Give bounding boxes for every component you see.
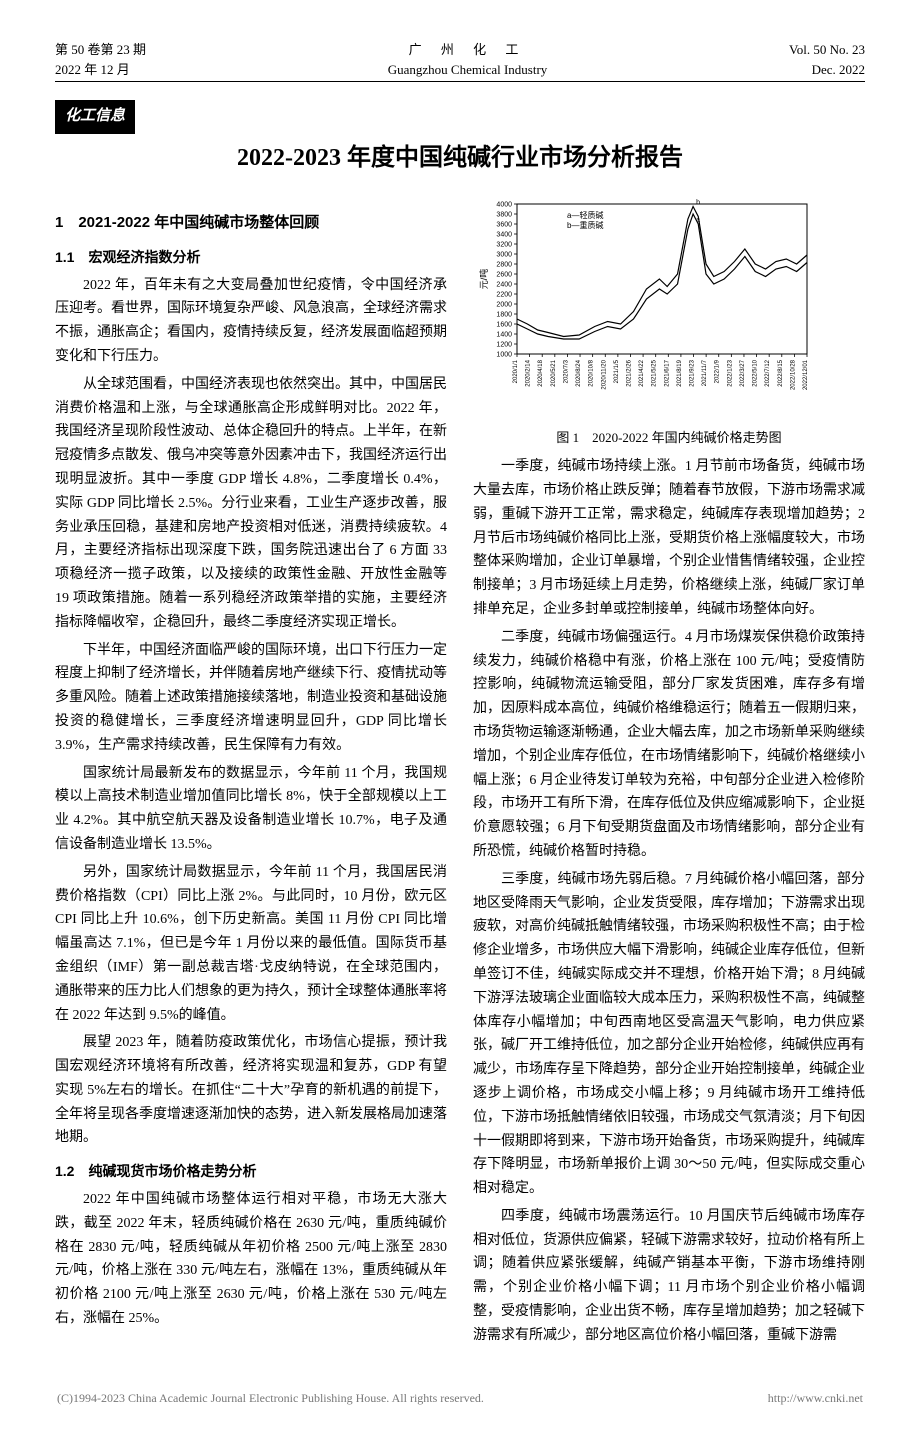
para: 一季度，纯碱市场持续上涨。1 月节前市场备货，纯碱市场大量去库，市场价格止跌反弹… (473, 455, 865, 622)
svg-text:2020/2/14: 2020/2/14 (526, 360, 532, 387)
para: 三季度，纯碱市场先弱后稳。7 月纯碱价格小幅回落，部分地区受降雨天气影响，企业发… (473, 868, 865, 1201)
svg-text:2020/10/8: 2020/10/8 (589, 360, 595, 387)
para: 二季度，纯碱市场偏强运行。4 月市场煤炭保供稳价政策持续发力，纯碱价格稳中有涨，… (473, 626, 865, 864)
svg-text:2021/9/23: 2021/9/23 (690, 360, 696, 387)
svg-text:2800: 2800 (496, 262, 512, 269)
svg-text:3000: 3000 (496, 252, 512, 259)
two-column-layout: 1 2021-2022 年中国纯碱市场整体回顾 1.1 宏观经济指数分析 202… (55, 196, 865, 1351)
svg-text:2022/12/01: 2022/12/01 (803, 360, 809, 391)
section-1-2-heading: 1.2 纯碱现货市场价格走势分析 (55, 1160, 447, 1184)
svg-text:元/吨: 元/吨 (478, 269, 489, 290)
svg-text:2021/2/26: 2021/2/26 (626, 360, 632, 387)
svg-text:a—轻质碱: a—轻质碱 (567, 210, 603, 220)
svg-text:2020/4/18: 2020/4/18 (538, 360, 544, 387)
svg-text:4000: 4000 (496, 202, 512, 209)
para: 从全球范围看，中国经济表现也依然突出。其中，中国居民消费价格温和上涨，与全球通胀… (55, 373, 447, 635)
svg-text:1800: 1800 (496, 312, 512, 319)
svg-text:2020/5/21: 2020/5/21 (551, 360, 557, 387)
svg-text:2000: 2000 (496, 302, 512, 309)
svg-text:2021/4/22: 2021/4/22 (639, 360, 645, 387)
svg-text:2022/7/12: 2022/7/12 (765, 360, 771, 387)
date-en: Dec. 2022 (789, 60, 865, 80)
svg-text:2022/1/9: 2022/1/9 (715, 360, 721, 384)
svg-text:2020/11/20: 2020/11/20 (601, 360, 607, 390)
svg-text:3400: 3400 (496, 232, 512, 239)
svg-text:2022/8/15: 2022/8/15 (778, 360, 784, 387)
svg-text:2022/5/10: 2022/5/10 (753, 360, 759, 387)
issue-date: 2022 年 12 月 (55, 60, 146, 80)
right-column: 1000 1200 1400 1600 1800 2000 2200 2400 2600 2800… (473, 196, 865, 1351)
para: 四季度，纯碱市场震荡运行。10 月国庆节后纯碱市场库存相对低位，货源供应偏紧，轻… (473, 1205, 865, 1348)
svg-text:1400: 1400 (496, 332, 512, 339)
svg-text:1200: 1200 (496, 342, 512, 349)
svg-text:2021/6/17: 2021/6/17 (664, 360, 670, 387)
para: 另外，国家统计局数据显示，今年前 11 个月，我国居民消费价格指数（CPI）同比… (55, 861, 447, 1028)
svg-text:3200: 3200 (496, 242, 512, 249)
para: 国家统计局最新发布的数据显示，今年前 11 个月，我国规模以上高技术制造业增加值… (55, 762, 447, 857)
article-title: 2022-2023 年度中国纯碱行业市场分析报告 (55, 138, 865, 179)
svg-text:a: a (696, 217, 700, 224)
volume-issue: 第 50 卷第 23 期 (55, 40, 146, 60)
svg-text:2600: 2600 (496, 272, 512, 279)
svg-text:1000: 1000 (496, 352, 512, 359)
svg-text:3800: 3800 (496, 212, 512, 219)
svg-text:2021/5/25: 2021/5/25 (652, 360, 658, 387)
volume-en: Vol. 50 No. 23 (789, 40, 865, 60)
page-header: 第 50 卷第 23 期 2022 年 12 月 广 州 化 工 Guangzh… (55, 40, 865, 82)
header-left: 第 50 卷第 23 期 2022 年 12 月 (55, 40, 146, 79)
journal-name-cn: 广 州 化 工 (388, 40, 548, 60)
para: 展望 2023 年，随着防疫政策优化，市场信心提振，预计我国宏观经济环境将有所改… (55, 1031, 447, 1150)
header-right: Vol. 50 No. 23 Dec. 2022 (789, 40, 865, 79)
svg-text:2022/1/23: 2022/1/23 (727, 360, 733, 387)
left-column: 1 2021-2022 年中国纯碱市场整体回顾 1.1 宏观经济指数分析 202… (55, 196, 447, 1351)
svg-text:b: b (696, 200, 700, 207)
svg-text:2021/8/19: 2021/8/19 (677, 360, 683, 387)
svg-text:1600: 1600 (496, 322, 512, 329)
svg-text:2021/11/7: 2021/11/7 (702, 360, 708, 387)
category-tag: 化工信息 (55, 100, 135, 134)
svg-text:2200: 2200 (496, 292, 512, 299)
chart-svg: 1000 1200 1400 1600 1800 2000 2200 2400 2600 2800… (473, 196, 853, 416)
para: 下半年，中国经济面临严峻的国际环境，出口下行压力一定程度上抑制了经济增长，并伴随… (55, 639, 447, 758)
para: 2022 年中国纯碱市场整体运行相对平稳，市场无大涨大跌，截至 2022 年末，… (55, 1188, 447, 1331)
section-1-heading: 1 2021-2022 年中国纯碱市场整体回顾 (55, 210, 447, 236)
svg-text:b—重质碱: b—重质碱 (567, 220, 603, 230)
page-footer: (C)1994-2023 China Academic Journal Elec… (55, 1388, 865, 1408)
price-trend-chart: 1000 1200 1400 1600 1800 2000 2200 2400 2600 2800… (473, 196, 865, 449)
svg-text:2022/3/27: 2022/3/27 (740, 360, 746, 387)
copyright-text: (C)1994-2023 China Academic Journal Elec… (57, 1388, 484, 1408)
header-center: 广 州 化 工 Guangzhou Chemical Industry (388, 40, 548, 79)
chart-caption: 图 1 2020-2022 年国内纯碱价格走势图 (473, 427, 865, 449)
svg-text:3600: 3600 (496, 222, 512, 229)
journal-name-en: Guangzhou Chemical Industry (388, 60, 548, 80)
svg-text:2400: 2400 (496, 282, 512, 289)
svg-text:2022/10/28: 2022/10/28 (790, 360, 796, 391)
svg-text:2020/7/3: 2020/7/3 (563, 360, 569, 384)
svg-text:2020/1/1: 2020/1/1 (513, 360, 519, 384)
footer-url: http://www.cnki.net (768, 1388, 863, 1408)
category-tag-wrap: 化工信息 (55, 100, 865, 138)
section-1-1-heading: 1.1 宏观经济指数分析 (55, 246, 447, 270)
para: 2022 年，百年未有之大变局叠加世纪疫情，令中国经济承压迎考。看世界，国际环境… (55, 274, 447, 369)
svg-text:2020/8/24: 2020/8/24 (576, 360, 582, 387)
svg-text:2021/1/5: 2021/1/5 (614, 360, 620, 384)
